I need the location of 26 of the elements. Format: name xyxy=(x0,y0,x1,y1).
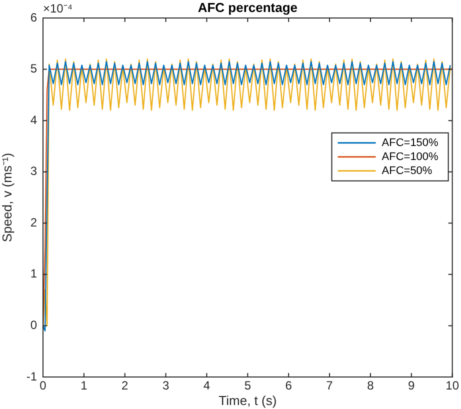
y-tick-label: 0 xyxy=(30,318,38,332)
legend-label: AFC=100% xyxy=(382,150,439,163)
chart-title: AFC percentage xyxy=(198,0,298,16)
x-tick-label: 7 xyxy=(326,378,334,393)
x-tick-label: 9 xyxy=(408,378,416,393)
x-tick-label: 8 xyxy=(367,378,374,393)
y-tick-label: 6 xyxy=(30,10,38,24)
x-axis-title: Time, t (s) xyxy=(218,392,277,408)
x-tick-label: 4 xyxy=(203,378,210,393)
legend-label: AFC=150% xyxy=(382,136,439,149)
x-tick-label: 3 xyxy=(162,378,170,393)
legend-label: AFC=50% xyxy=(382,164,432,177)
x-tick-label: 2 xyxy=(122,378,129,393)
y-axis-title: Speed, v (ms⁻¹) xyxy=(0,152,14,242)
x-tick-label: 0 xyxy=(40,378,47,393)
y-tick-label: 4 xyxy=(30,112,38,127)
text: ×10⁻⁴ xyxy=(43,1,73,16)
x-tick-label: 5 xyxy=(244,378,252,393)
y-tick-label: 3 xyxy=(30,164,38,178)
x-tick-label: 10 xyxy=(446,378,460,393)
x-tick-label: 1 xyxy=(80,378,88,393)
y-tick-label: 5 xyxy=(30,62,38,76)
y-tick-label: -1 xyxy=(26,369,38,384)
y-tick-label: 2 xyxy=(30,215,38,230)
x-tick-label: 6 xyxy=(285,378,292,393)
y-tick-label: 1 xyxy=(30,266,38,281)
